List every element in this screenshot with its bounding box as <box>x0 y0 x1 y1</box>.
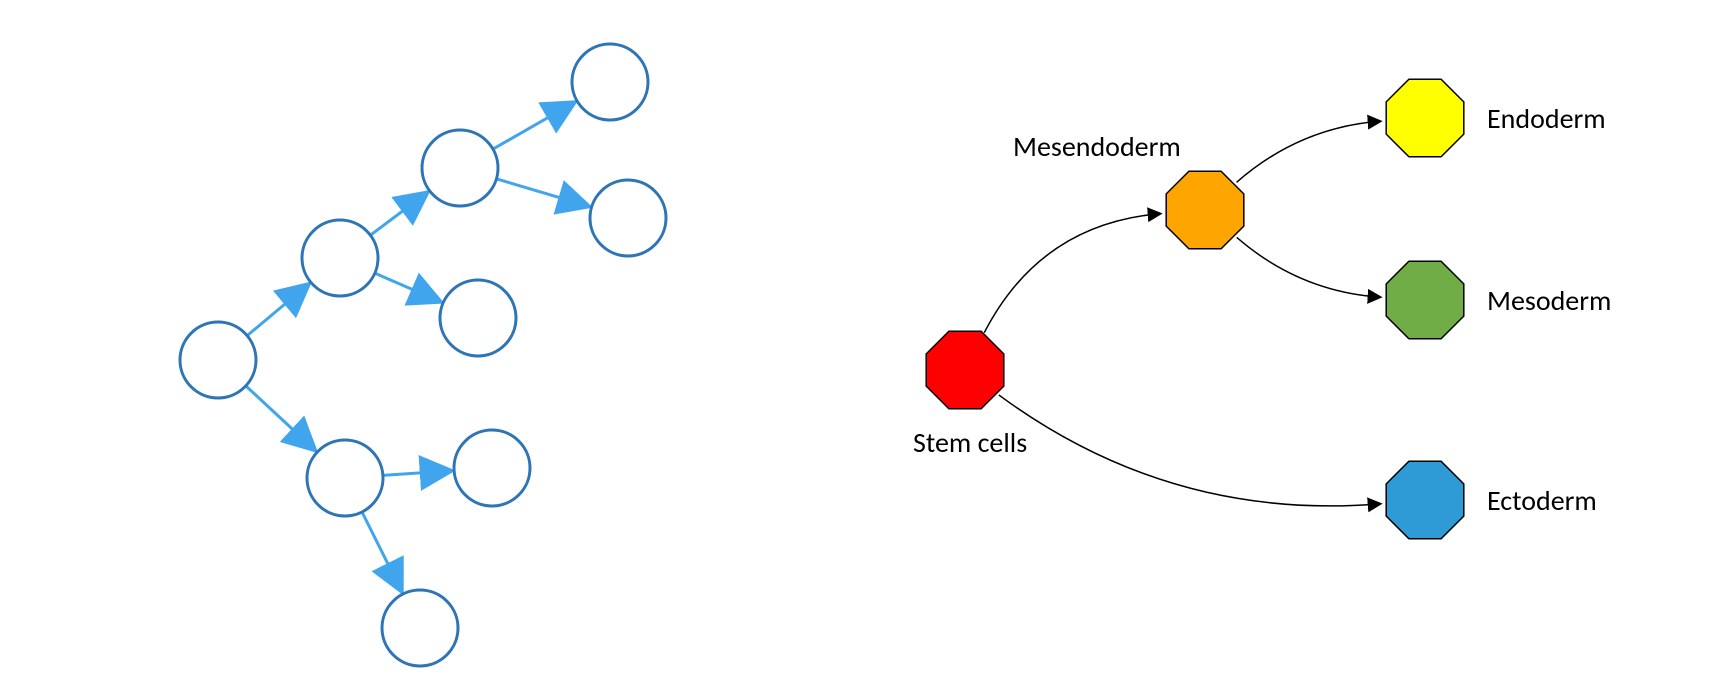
flow-node-endo <box>1386 79 1464 157</box>
tree-edge <box>493 102 575 149</box>
flow-label-stem: Stem cells <box>913 425 1027 460</box>
tree-node <box>180 322 256 398</box>
tree-edge <box>246 386 316 451</box>
tree-node <box>572 44 648 120</box>
tree-edge <box>362 512 402 592</box>
tree-node <box>302 220 378 296</box>
flow-label-ecto: Ectoderm <box>1487 483 1597 518</box>
flow-edge <box>999 395 1381 506</box>
left-tree <box>180 44 666 666</box>
tree-node <box>307 440 383 516</box>
flow-label-endo: Endoderm <box>1487 101 1606 136</box>
right-diagram: Stem cells Mesendoderm Endoderm Mesoderm Ect… <box>913 79 1611 539</box>
tree-edge <box>247 284 309 336</box>
flow-edge <box>1237 237 1381 297</box>
flow-edge <box>1237 121 1382 182</box>
tree-node <box>440 280 516 356</box>
flow-node-stem <box>926 331 1004 409</box>
diagram-canvas: Stem cells Mesendoderm Endoderm Mesoderm Ect… <box>0 0 1716 692</box>
tree-node <box>382 590 458 666</box>
tree-node <box>454 430 530 506</box>
flow-node-ecto <box>1386 461 1464 539</box>
tree-edge <box>496 179 589 207</box>
flow-label-meso: Mesoderm <box>1487 283 1611 318</box>
flow-node-mesen <box>1166 171 1244 249</box>
tree-edge <box>383 471 452 476</box>
tree-node <box>590 180 666 256</box>
flow-node-meso <box>1386 261 1464 339</box>
flow-label-mesen: Mesendoderm <box>1013 129 1181 164</box>
flow-edge <box>984 214 1161 333</box>
tree-edge <box>375 273 441 302</box>
tree-node <box>422 130 498 206</box>
tree-edge <box>370 192 428 235</box>
